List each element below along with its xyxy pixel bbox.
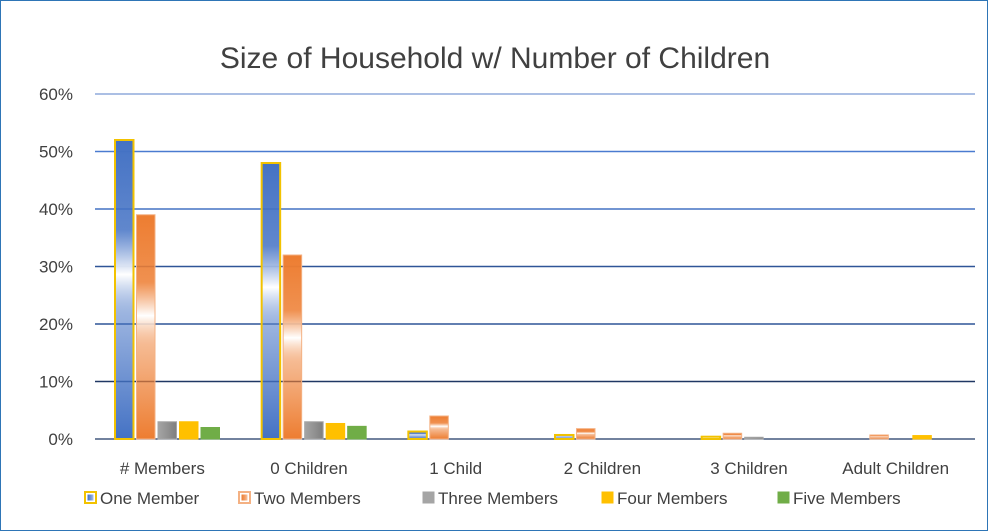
legend-swatch [777, 491, 790, 504]
bar-four-members-5 [912, 435, 932, 440]
bar-two-members-0 [136, 214, 156, 440]
legend-label: Four Members [617, 489, 728, 508]
x-tick-label: 1 Child [429, 459, 482, 478]
bar-three-members-1 [304, 421, 324, 440]
bars [114, 139, 932, 441]
bar-one-member-3 [554, 433, 575, 441]
x-tick-label: 0 Children [270, 459, 348, 478]
x-tick-label: 3 Children [710, 459, 788, 478]
legend: One Member Two Members Three Members Four M… [84, 489, 901, 508]
bar-three-members-0 [157, 421, 177, 440]
x-tick-label: Adult Children [842, 459, 949, 478]
legend-swatch-inner [87, 494, 94, 501]
bar-two-members-1 [282, 254, 303, 440]
bar-one-member-0 [114, 139, 135, 440]
bar-five-members-0 [200, 427, 220, 440]
y-tick-label: 30% [39, 258, 73, 277]
legend-label: One Member [100, 489, 200, 508]
bar-one-member-2 [407, 430, 428, 440]
bar-two-members-2 [429, 415, 449, 440]
y-tick-label: 20% [39, 315, 73, 334]
bar-one-member-1 [260, 162, 282, 440]
bar-two-members-5 [869, 434, 889, 440]
y-axis-ticks: 0% 10% 20% 30% 40% 50% 60% [39, 85, 73, 449]
bar-five-members-1 [347, 425, 367, 440]
legend-swatch [422, 491, 435, 504]
bar-one-member-4 [700, 435, 722, 441]
legend-swatch [601, 491, 614, 504]
y-tick-label: 0% [48, 430, 73, 449]
y-tick-label: 40% [39, 200, 73, 219]
legend-label: Three Members [438, 489, 558, 508]
bar-two-members-3 [576, 428, 596, 440]
x-tick-label: # Members [120, 459, 205, 478]
gridlines [95, 93, 975, 440]
y-tick-label: 10% [39, 373, 73, 392]
legend-swatch-inner [241, 494, 248, 501]
y-tick-label: 50% [39, 143, 73, 162]
bar-three-members-4 [744, 436, 764, 440]
chart-title: Size of Household w/ Number of Children [220, 42, 770, 75]
x-axis-ticks: # Members 0 Children 1 Child 2 Children 3 Ch… [120, 459, 949, 478]
legend-label: Five Members [793, 489, 901, 508]
y-tick-label: 60% [39, 85, 73, 104]
bar-four-members-1 [325, 422, 346, 440]
x-tick-label: 2 Children [564, 459, 642, 478]
bar-two-members-4 [722, 432, 743, 440]
legend-label: Two Members [254, 489, 361, 508]
bar-four-members-0 [179, 421, 199, 440]
